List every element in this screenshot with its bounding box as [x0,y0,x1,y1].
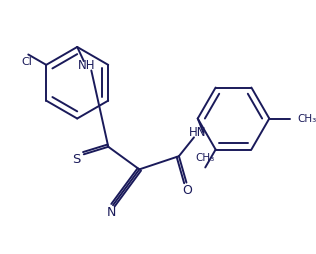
Text: N: N [106,206,116,219]
Text: NH: NH [78,59,95,72]
Text: CH₃: CH₃ [298,114,316,123]
Text: HN: HN [189,126,206,139]
Text: CH₃: CH₃ [196,153,215,163]
Text: O: O [182,184,192,197]
Text: S: S [72,153,81,166]
Text: Cl: Cl [21,57,32,67]
